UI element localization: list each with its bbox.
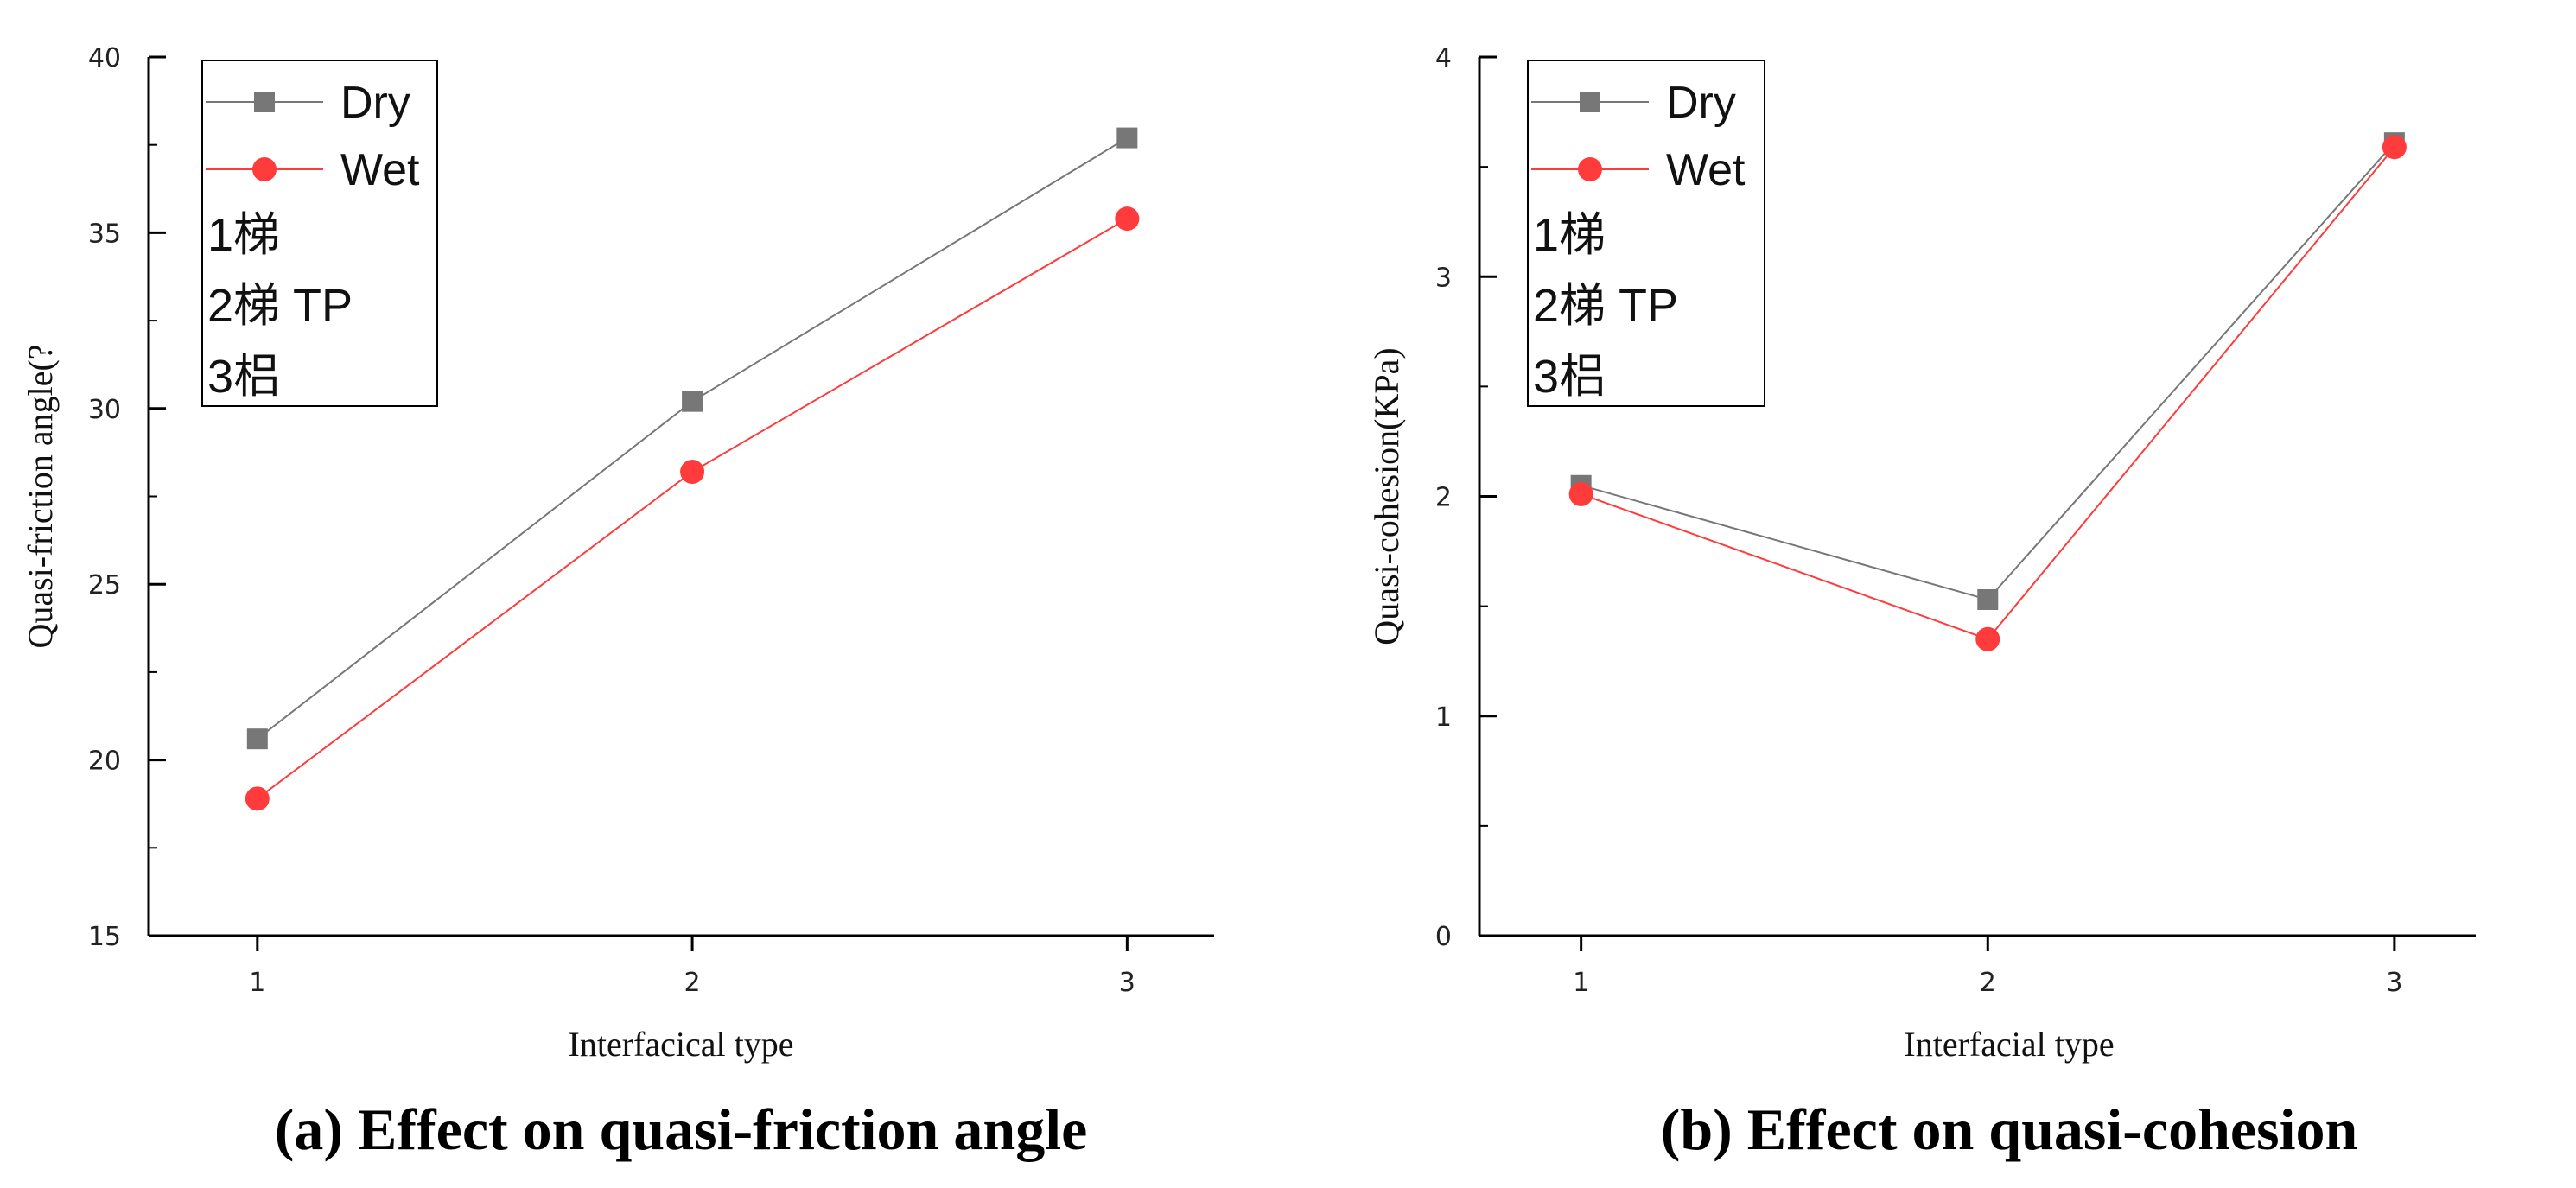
x-axis-title: Interfacial type [1904,1025,2114,1064]
legend-note: 2梯 TP [207,280,353,332]
data-point-dry [682,391,703,412]
x-tick-label: 2 [684,968,701,998]
x-axis-title: Interfacical type [569,1025,794,1064]
legend-box [1527,60,1765,407]
y-tick-label: 0 [1435,922,1452,952]
legend-label-wet: Wet [340,145,420,195]
y-tick-label: 1 [1435,702,1452,733]
y-tick-label: 35 [88,219,121,249]
legend-note: 1梯 [1533,209,1606,261]
legend-label-dry: Dry [1666,78,1736,128]
legend-label-dry: Dry [340,78,410,128]
y-tick-label: 2 [1435,483,1452,513]
figure-caption: (a) Effect on quasi-friction angle [275,1096,1088,1162]
legend-label-wet: Wet [1666,145,1746,195]
legend-note: 3梠 [207,351,280,403]
legend-marker-square-icon [1580,92,1600,112]
y-tick-label: 30 [88,395,121,425]
data-point-dry [1977,588,1999,610]
legend-marker-square-icon [254,92,275,112]
data-point-wet [1115,206,1140,232]
legend: Dry Wet 1梯 2梯 TP 3梠 [201,60,438,407]
x-tick-label: 3 [1119,968,1135,998]
legend-marker-circle-icon [1578,157,1602,181]
x-tick-label: 1 [1573,968,1589,998]
legend-note: 1梯 [207,209,280,261]
x-tick-label: 3 [2386,968,2402,998]
y-tick-label: 4 [1435,43,1452,73]
y-tick-label: 40 [88,43,121,73]
data-point-wet [245,786,270,811]
data-point-wet [1568,481,1593,506]
legend-marker-circle-icon [252,157,277,181]
legend-box [201,60,438,407]
data-point-wet [1975,626,2000,651]
legend-note: 3梠 [1533,351,1606,403]
data-point-wet [680,460,705,485]
y-tick-label: 3 [1435,263,1452,293]
y-tick-label: 20 [88,746,121,777]
figure-caption: (b) Effect on quasi-cohesion [1661,1096,2358,1162]
y-axis-title: Quasi-friction angle(? [21,344,60,648]
y-axis-title: Quasi-cohesion(KPa) [1367,347,1406,645]
x-tick-label: 2 [1980,968,1996,998]
chart-panel-0: 15 20 25 30 35 40 1 2 3 Interfacical type Quasi-fr… [21,43,1214,1162]
chart-panel-1: 0 1 2 3 4 1 2 3 Interfacial type Quasi-cohesion(K… [1367,43,2476,1162]
legend-note: 2梯 TP [1533,280,1678,332]
data-point-dry [1116,127,1138,149]
y-tick-label: 25 [88,570,121,600]
x-tick-label: 1 [249,968,265,998]
data-point-dry [246,728,268,750]
legend: Dry Wet 1梯 2梯 TP 3梠 [1527,60,1765,407]
data-point-wet [2382,135,2407,160]
y-tick-label: 15 [88,922,121,952]
